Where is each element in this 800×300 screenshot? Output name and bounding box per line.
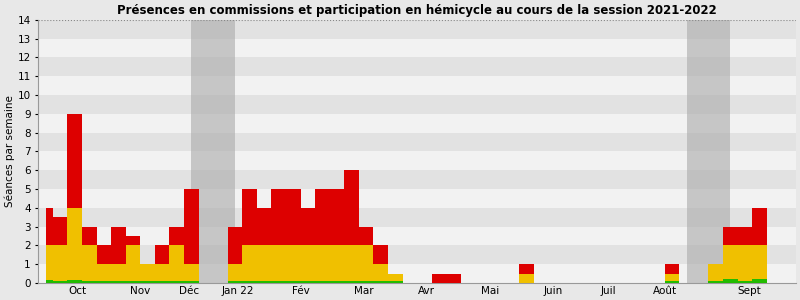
- Bar: [38, 57, 796, 76]
- Bar: [686, 20, 730, 283]
- Bar: [38, 95, 796, 114]
- Bar: [38, 264, 796, 283]
- Bar: [38, 20, 796, 38]
- Bar: [38, 152, 796, 170]
- Y-axis label: Séances par semaine: Séances par semaine: [4, 95, 14, 207]
- Bar: [38, 114, 796, 133]
- Bar: [38, 208, 796, 226]
- Bar: [38, 76, 796, 95]
- Title: Présences en commissions et participation en hémicycle au cours de la session 20: Présences en commissions et participatio…: [118, 4, 717, 17]
- Bar: [38, 38, 796, 57]
- Bar: [38, 245, 796, 264]
- Bar: [38, 226, 796, 245]
- Bar: [38, 189, 796, 208]
- Bar: [191, 20, 235, 283]
- Bar: [38, 170, 796, 189]
- Bar: [38, 133, 796, 152]
